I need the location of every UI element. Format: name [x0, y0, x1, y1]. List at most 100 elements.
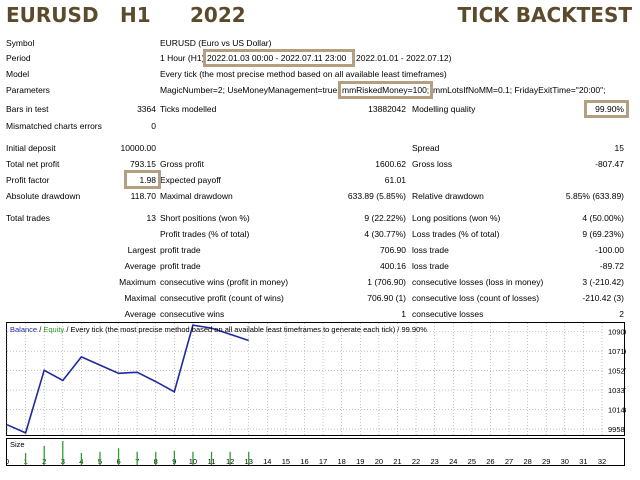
loss-trades-label: Loss trades (% of total): [412, 229, 500, 239]
short-positions-label: Short positions (won %): [160, 213, 250, 223]
x-tick-label: 0: [6, 457, 9, 466]
maximal-label: Maximal: [124, 293, 156, 303]
total-trades-label: Total trades: [6, 213, 50, 223]
legend-separator: /: [37, 325, 43, 334]
highlight-profit-factor: [124, 170, 161, 189]
average-consecutive-label: Average: [124, 309, 156, 319]
legend-balance: Balance: [10, 325, 37, 334]
largest-loss-value: -100.00: [595, 245, 624, 255]
parameters-part-c: mmLotsIfNoMM=0.1; FridayExitTime="20:00"…: [433, 85, 606, 95]
y-tick-label: 10716: [608, 347, 626, 356]
bars-value: 3364: [137, 104, 156, 114]
x-tick-label: 16: [300, 457, 308, 466]
maximum-label: Maximum: [119, 277, 156, 287]
x-tick-label: 20: [375, 457, 383, 466]
x-tick-label: 18: [338, 457, 346, 466]
largest-profit-value: 706.90: [380, 245, 406, 255]
long-positions-label: Long positions (won %): [412, 213, 501, 223]
ticks-value: 13882042: [368, 104, 406, 114]
chart-legend: Balance / Equity / Every tick (the most …: [10, 325, 427, 334]
x-tick-label: 21: [393, 457, 401, 466]
period-range: 2022.01.03 00:00 - 2022.07.11 23:00: [207, 53, 347, 63]
relative-drawdown-value: 5.85% (633.89): [565, 191, 624, 201]
largest-profit-label: profit trade: [160, 245, 201, 255]
x-tick-label: 29: [542, 457, 550, 466]
x-tick-label: 27: [505, 457, 513, 466]
report-banner: EURUSD H1 2022 TICK BACKTEST: [0, 0, 640, 30]
deposit-label: Initial deposit: [6, 143, 56, 153]
maximal-consecutive-profit-label: consecutive profit (count of wins): [160, 293, 284, 303]
y-tick-label: 10906: [608, 328, 626, 337]
spread-value: 15: [614, 143, 624, 153]
mismatch-label: Mismatched charts errors: [6, 121, 102, 131]
x-tick-label: 15: [282, 457, 290, 466]
size-bar-layer: [24, 441, 250, 465]
main-plot-frame: [6, 322, 625, 436]
long-positions-value: 4 (50.00%): [582, 213, 624, 223]
mismatch-value: 0: [151, 121, 156, 131]
banner-year: 2022: [190, 3, 246, 27]
quality-label: Modelling quality: [412, 104, 476, 114]
size-plot-frame: [6, 438, 625, 466]
maximal-drawdown-value: 633.89 (5.85%): [347, 191, 406, 201]
bars-label: Bars in test: [6, 104, 49, 114]
y-tick-label: 10527: [608, 367, 626, 376]
balance-chart: 10906107161052710337101489958 0123456789…: [5, 322, 629, 467]
legend-equity: Equity: [43, 325, 64, 334]
x-tick-label: 14: [263, 457, 271, 466]
x-tick-label: 22: [412, 457, 420, 466]
symbol-label: Symbol: [6, 38, 35, 48]
maximal-consecutive-loss-label: consecutive loss (count of losses): [412, 293, 540, 303]
absolute-drawdown-label: Absolute drawdown: [6, 191, 81, 201]
model-value: Every tick (the most precise method base…: [160, 69, 447, 79]
x-tick-label: 28: [523, 457, 531, 466]
average-loss-label: loss trade: [412, 261, 449, 271]
period-dates: 2022.01.01 - 2022.07.12): [356, 53, 452, 63]
max-consecutive-losses-value: 3 (-210.42): [582, 277, 624, 287]
x-tick-label: 31: [579, 457, 587, 466]
absolute-drawdown-value: 118.70: [130, 191, 156, 201]
symbol-value: EURUSD (Euro vs US Dollar): [160, 38, 272, 48]
x-tick-label: 26: [486, 457, 494, 466]
average-label: Average: [124, 261, 156, 271]
maximal-drawdown-label: Maximal drawdown: [160, 191, 233, 201]
maximal-consecutive-profit-value: 706.90 (1): [367, 293, 406, 303]
size-label: Size: [10, 440, 25, 449]
series-layer: [6, 324, 249, 434]
profit-trades-value: 4 (30.77%): [364, 229, 406, 239]
max-consecutive-wins-label: consecutive wins (profit in money): [160, 277, 289, 287]
max-consecutive-wins-value: 1 (706.90): [367, 277, 406, 287]
parameters-part-b: mmRiskedMoney=100;: [342, 85, 430, 95]
banner-symbol: EURUSD: [6, 3, 99, 27]
spread-label: Spread: [412, 143, 440, 153]
x-tick-label: 19: [356, 457, 364, 466]
average-profit-value: 400.16: [380, 261, 406, 271]
total-trades-value: 13: [146, 213, 156, 223]
period-prefix: 1 Hour (H1): [160, 53, 205, 63]
parameters-label: Parameters: [6, 85, 50, 95]
average-consecutive-losses-value: 2: [619, 309, 624, 319]
period-label: Period: [6, 53, 31, 63]
gross-loss-label: Gross loss: [412, 159, 453, 169]
highlight-risked-money: [338, 81, 433, 99]
expected-payoff-value: 61.01: [384, 175, 406, 185]
deposit-value: 10000.00: [120, 143, 156, 153]
gross-profit-value: 1600.62: [375, 159, 406, 169]
gross-loss-value: -807.47: [595, 159, 624, 169]
net-profit-label: Total net profit: [6, 159, 60, 169]
y-tick-label: 10148: [608, 406, 626, 415]
average-consecutive-wins-value: 1: [401, 309, 406, 319]
profit-factor-value: 1.98: [139, 175, 156, 185]
grid-layer: [6, 323, 603, 435]
x-tick-label: 17: [319, 457, 327, 466]
largest-loss-label: loss trade: [412, 245, 449, 255]
relative-drawdown-label: Relative drawdown: [412, 191, 484, 201]
expected-payoff-label: Expected payoff: [160, 175, 221, 185]
gross-profit-label: Gross profit: [160, 159, 204, 169]
balance-line: [6, 324, 249, 434]
average-profit-label: profit trade: [160, 261, 201, 271]
banner-timeframe: H1: [120, 3, 151, 27]
average-consecutive-wins-label: consecutive wins: [160, 309, 225, 319]
quality-value: 99.90%: [595, 104, 624, 114]
y-tick-label: 10337: [608, 386, 626, 395]
